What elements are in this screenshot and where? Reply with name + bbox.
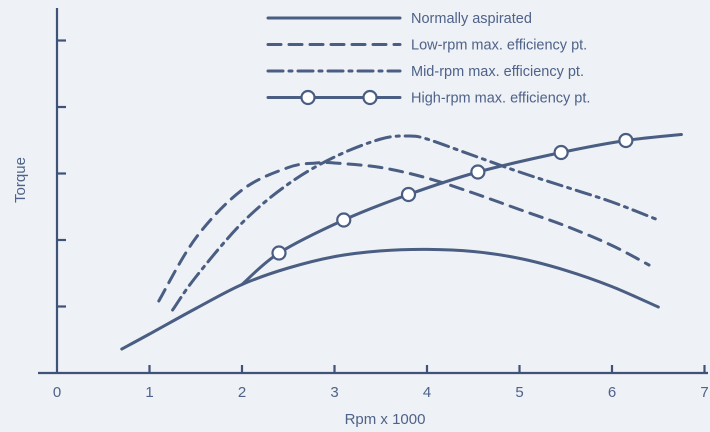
y-axis-title: Torque xyxy=(12,157,29,203)
series-layer xyxy=(120,132,683,351)
y-ticks xyxy=(57,39,66,308)
series-line-1 xyxy=(120,247,660,351)
series-4-marker-1 xyxy=(271,245,287,261)
x-tick-label-3: 3 xyxy=(330,384,338,401)
series-line-4 xyxy=(240,133,683,286)
legend-label-4: High-rpm max. efficiency pt. xyxy=(411,91,590,107)
series-4-marker-5 xyxy=(553,144,569,161)
x-tick-label-4: 4 xyxy=(423,384,431,401)
x-tick-label-2: 2 xyxy=(238,384,246,401)
legend-label-2: Low-rpm max. efficiency pt. xyxy=(411,38,587,54)
series-4-marker-2 xyxy=(336,212,352,228)
series-4-marker-4 xyxy=(470,164,486,180)
series-line-3 xyxy=(171,134,660,312)
legend-marker-a xyxy=(300,89,316,106)
series-4-marker-6 xyxy=(618,132,634,149)
x-ticks: 0 1 2 3 4 5 6 7 xyxy=(53,365,709,401)
axes xyxy=(38,8,708,375)
legend: Normally aspirated Low-rpm max. efficienc… xyxy=(266,11,590,107)
x-tick-label-6: 6 xyxy=(608,384,616,401)
legend-marker-b xyxy=(362,89,378,106)
x-tick-label-1: 1 xyxy=(145,384,153,401)
x-axis-title: Rpm x 1000 xyxy=(345,411,426,428)
x-tick-label-5: 5 xyxy=(515,384,523,401)
legend-label-3: Mid-rpm max. efficiency pt. xyxy=(411,64,584,80)
series-4-marker-3 xyxy=(400,186,417,203)
legend-label-1: Normally aspirated xyxy=(411,11,532,27)
x-tick-label-7: 7 xyxy=(700,384,708,401)
x-tick-label-0: 0 xyxy=(53,384,61,401)
series-line-2 xyxy=(157,160,651,303)
